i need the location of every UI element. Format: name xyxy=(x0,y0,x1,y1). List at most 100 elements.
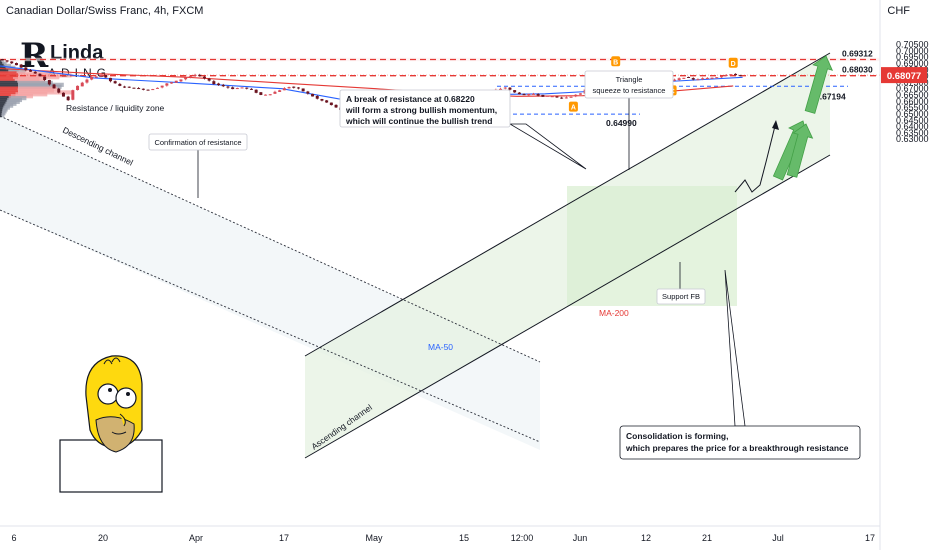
time-tick-label: 17 xyxy=(279,533,289,543)
price-tick-label: 0.64500 xyxy=(896,115,929,125)
time-tick-label: Jun xyxy=(573,533,588,543)
current-price-label: 0.68077 xyxy=(887,71,921,82)
candle-body xyxy=(564,97,568,99)
chart-title: Canadian Dollar/Swiss Franc, 4h, FXCM xyxy=(6,5,204,17)
time-tick-label: May xyxy=(365,533,383,543)
candle-body xyxy=(292,86,296,88)
volume-profile-bar xyxy=(0,113,5,118)
confirmation-callout: Confirmation of resistance xyxy=(148,133,248,198)
volume-profile-core xyxy=(0,113,2,118)
candle-body xyxy=(76,85,80,91)
pattern-point-label: A xyxy=(571,105,576,112)
candle-body xyxy=(578,93,582,95)
candle-body xyxy=(249,88,253,90)
candle-body xyxy=(188,76,192,78)
candle-body xyxy=(268,94,272,96)
candle-body xyxy=(57,88,61,93)
candle-body xyxy=(104,74,108,78)
candle-body xyxy=(550,96,554,98)
candle-body xyxy=(231,87,235,90)
time-tick-label: Jul xyxy=(772,533,784,543)
candle-body xyxy=(245,87,249,89)
candle-body xyxy=(724,74,728,77)
ascending-channel-lower xyxy=(304,154,831,459)
candle-body xyxy=(282,88,286,91)
candle-body xyxy=(235,88,239,90)
candle-body xyxy=(151,89,155,91)
candle-body xyxy=(287,87,291,89)
time-tick-label: 20 xyxy=(98,533,108,543)
level-label: 0.68030 xyxy=(842,65,873,75)
candle-body xyxy=(226,86,230,88)
consolidation-callout: Consolidation is forming, which prepares… xyxy=(619,269,861,460)
candle-body xyxy=(574,94,578,97)
descending-channel-lower xyxy=(0,209,541,443)
candle-body xyxy=(301,88,305,92)
level-label: 0.69312 xyxy=(842,49,873,59)
candle-body xyxy=(94,76,98,78)
candle-body xyxy=(325,100,329,103)
price-tick-label: 0.65500 xyxy=(896,103,929,113)
candle-body xyxy=(710,77,714,79)
candle-body xyxy=(273,91,277,94)
candle-body xyxy=(687,76,691,78)
ma200-label: MA-200 xyxy=(599,308,629,318)
price-tick-label: 0.66500 xyxy=(896,90,929,100)
candle-body xyxy=(221,84,225,87)
triangle-callout: Triangle squeeze to resistance xyxy=(584,70,674,170)
bullish-arrow-2 xyxy=(786,123,814,178)
price-tick-label: 0.70500 xyxy=(896,40,929,50)
currency-label: CHF xyxy=(887,5,910,17)
candle-body xyxy=(137,88,141,90)
projection-path xyxy=(734,121,777,193)
candle-body xyxy=(682,77,686,79)
candle-body xyxy=(517,92,521,95)
ma50-label: MA-50 xyxy=(428,342,453,352)
candle-body xyxy=(90,76,94,80)
candle-body xyxy=(184,77,188,80)
candle-body xyxy=(729,74,733,76)
candle-body xyxy=(179,79,183,82)
candle-body xyxy=(696,79,700,81)
candle-body xyxy=(334,104,338,108)
candle-body xyxy=(296,87,300,89)
candle-body xyxy=(691,78,695,80)
candle-body xyxy=(174,80,178,83)
candle-body xyxy=(19,64,23,68)
candle-body xyxy=(207,78,211,81)
time-tick-label: 6 xyxy=(11,533,16,543)
break-label-1: A break of resistance at 0.68220 xyxy=(346,94,475,104)
candle-body xyxy=(499,88,503,91)
candle-body xyxy=(738,75,742,77)
candle-body xyxy=(99,74,103,77)
candle-body xyxy=(306,91,310,94)
channel-lines xyxy=(0,52,831,459)
current-price-badge xyxy=(881,67,927,84)
candle-body xyxy=(108,77,112,82)
time-tick-label: Apr xyxy=(189,533,203,543)
candle-body xyxy=(10,61,14,64)
price-tick-label: 0.66000 xyxy=(896,96,929,106)
candle-body xyxy=(113,81,117,84)
candle-body xyxy=(127,86,131,88)
pattern-point-label: D xyxy=(731,61,736,68)
price-tick-label: 0.69500 xyxy=(896,52,929,62)
bullish-arrow-3 xyxy=(804,55,834,114)
triangle-label-1: Triangle xyxy=(616,75,643,84)
pattern-point-label: B xyxy=(613,59,618,66)
candle-body xyxy=(555,96,559,98)
projection xyxy=(734,55,834,193)
candle-body xyxy=(193,74,197,76)
candle-body xyxy=(165,83,169,86)
price-tick-label: 0.63000 xyxy=(896,134,929,144)
pattern-point-marker xyxy=(611,56,621,67)
candle-body xyxy=(155,87,159,89)
resistance-zone-label: Resistance / liquidity zone xyxy=(66,103,165,113)
candle-body xyxy=(85,79,89,83)
candle-body xyxy=(170,82,174,84)
volume-profile xyxy=(0,59,73,118)
candle-body xyxy=(132,87,136,89)
price-tick-label: 0.65000 xyxy=(896,109,929,119)
candle-body xyxy=(29,70,33,72)
candle-body xyxy=(311,93,315,97)
